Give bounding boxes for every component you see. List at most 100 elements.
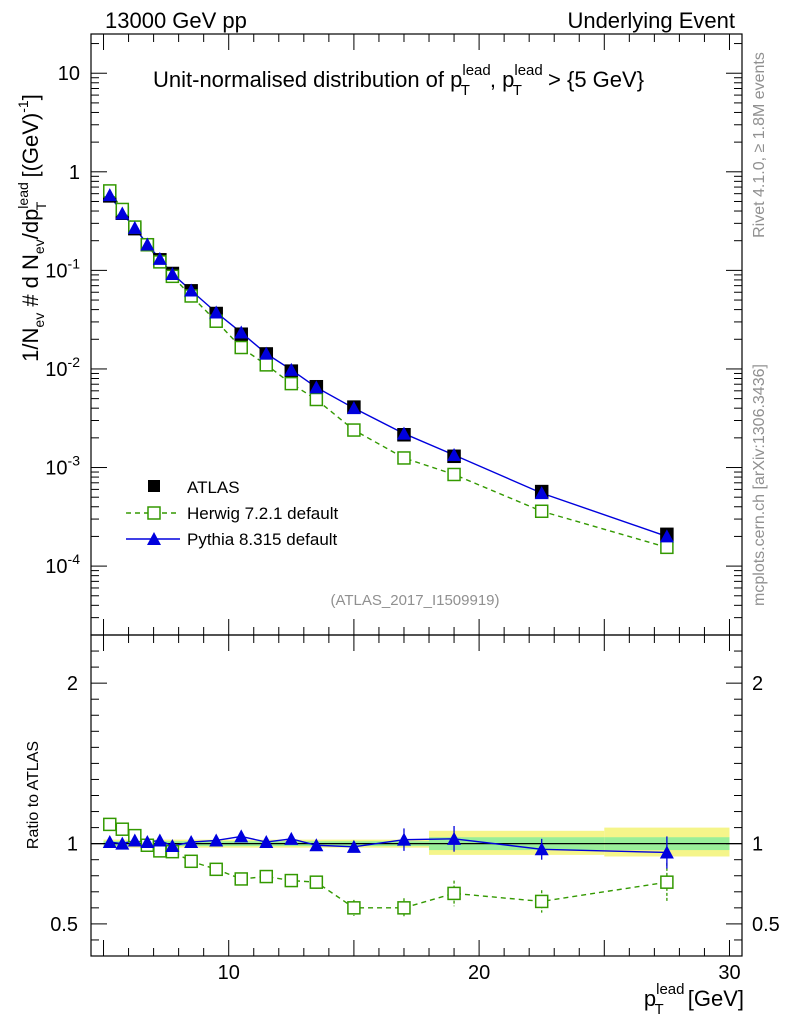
y-tick-base: 10 [45,359,67,381]
legend-atlas-marker [148,480,160,492]
herwig-point [447,467,461,482]
title-part: Unit-normalised distribution of p [153,67,462,92]
pythia-ratio-point [152,833,167,847]
title-sup: lead [514,62,542,79]
pythia-point [140,237,155,251]
y-tick-label: 10 [58,63,80,85]
pythia-point [102,188,117,202]
pythia-point [127,220,142,234]
xlabel-unit: [GeV] [682,986,744,1011]
ylabel-sub: ev [31,239,47,254]
pythia-ratio-point [396,832,411,846]
pythia-point [534,486,549,500]
ylabel-part: /dp [18,209,43,240]
ylabel-sub: T [33,201,49,210]
title-part: > {5 GeV} [542,67,644,92]
ylabel-part: ] [18,94,43,100]
y-tick-exponent: -3 [68,453,81,469]
pythia-point [115,206,130,220]
legend-atlas-label: ATLAS [187,478,240,497]
pythia-ratio-point [184,835,199,849]
ylabel-part: [(GeV) [18,113,43,184]
pythia-point [184,283,199,297]
ylabel-sup: -1 [15,100,31,113]
x-tick-label: 30 [718,962,740,984]
title-sup: lead [462,62,490,79]
pythia-point [309,380,324,394]
y-tick-exponent: -1 [68,255,81,271]
axis-ticks [91,34,742,957]
pythia-ratio-point [127,833,142,847]
pythia-point [284,362,299,376]
pythia-point [234,325,249,339]
analysis-id: (ATLAS_2017_I1509919) [330,592,499,609]
y-tick-base: 10 [45,458,67,480]
herwig-point [309,392,324,407]
pythia-ratio-point [659,845,674,859]
legend-pythia-label: Pythia 8.315 default [187,530,338,549]
ylabel-part: 1/N [18,328,43,362]
pythia-ratio-point [447,831,462,845]
ratio-panel-series [102,817,674,918]
legend-herwig-label: Herwig 7.2.1 default [187,504,338,523]
pythia-point [152,251,167,265]
herwig-ratio-point [209,862,223,877]
herwig-ratio-point [397,901,411,915]
pythia-point [209,305,224,319]
ratio-y-tick-label-right: 1 [752,834,763,856]
pythia-ratio-point [284,831,299,845]
herwig-point [347,423,361,437]
pythia-ratio-point [346,839,361,853]
pythia-point [165,266,180,280]
y-tick-label: 10-3 [45,453,80,480]
herwig-ratio-point [259,869,274,884]
pythia-point [259,346,274,360]
ratio-y-tick-label-right: 0.5 [752,914,780,936]
legend-pythia-marker [147,532,161,545]
herwig-ratio-point [309,875,324,889]
ratio-y-tick-label: 0.5 [50,914,78,936]
xlabel-sup: lead [656,981,684,998]
y-tick-label: 10-4 [45,551,80,578]
pythia-ratio-point [209,833,224,847]
herwig-ratio-point [534,894,549,909]
herwig-point [234,340,248,355]
x-axis-label: plead T [GeV] [644,981,744,1018]
herwig-ratio-point [184,854,198,869]
y-tick-base: 10 [45,260,67,282]
y-tick-label: 10-1 [45,255,80,282]
herwig-ratio-point [660,875,674,889]
ratio-y-axis-label: Ratio to ATLAS [25,741,42,849]
y-tick-label: 1 [69,162,80,184]
ratio-y-tick-label-right: 2 [752,673,763,695]
header-left: 13000 GeV pp [105,8,247,33]
herwig-ratio-point [447,886,461,901]
herwig-ratio-point [103,817,117,832]
pythia-ratio-point [234,829,249,843]
pythia-ratio-point [102,835,117,849]
herwig-point [534,504,549,519]
herwig-ratio-point [347,901,361,915]
header-right: Underlying Event [567,8,735,33]
title-sub: T [461,82,470,99]
herwig-ratio-point [284,873,299,888]
y-tick-label: 10-2 [45,354,80,381]
herwig-point [660,540,674,555]
x-tick-label: 10 [218,962,240,984]
rivet-label: Rivet 4.1.0, ≥ 1.8M events [751,52,768,238]
mcplots-label: mcplots.cern.ch [arXiv:1306.3436] [751,364,768,606]
y-tick-base: 10 [58,63,80,85]
ratio-y-tick-label: 2 [67,673,78,695]
x-tick-label: 20 [468,962,490,984]
pythia-ratio-point [115,836,130,850]
y-tick-base: 10 [45,556,67,578]
ylabel-sup: lead [15,182,31,208]
herwig-point [259,358,274,372]
pythia-ratio-point [140,835,155,849]
plot-title: Unit-normalised distribution of plead T, … [153,62,644,99]
pythia-point [396,426,411,440]
main-panel-series [102,184,674,555]
ylabel-part: # d N [18,254,43,313]
